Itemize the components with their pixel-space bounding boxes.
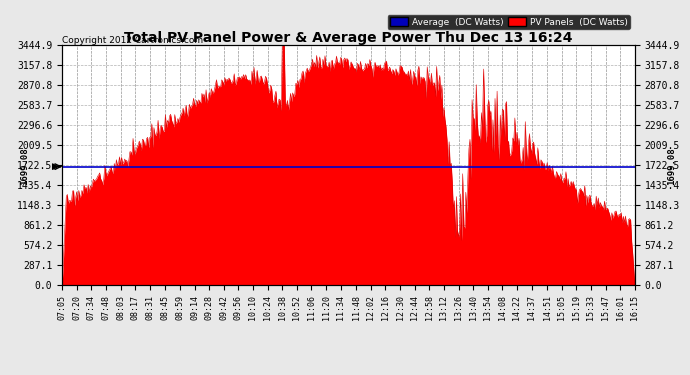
Legend: Average  (DC Watts), PV Panels  (DC Watts): Average (DC Watts), PV Panels (DC Watts) [388,15,630,29]
Text: 1699.08: 1699.08 [21,148,30,186]
Title: Total PV Panel Power & Average Power Thu Dec 13 16:24: Total PV Panel Power & Average Power Thu… [124,31,573,45]
Text: 1699.08: 1699.08 [667,148,676,186]
Text: Copyright 2012 Cartronics.com: Copyright 2012 Cartronics.com [62,36,204,45]
